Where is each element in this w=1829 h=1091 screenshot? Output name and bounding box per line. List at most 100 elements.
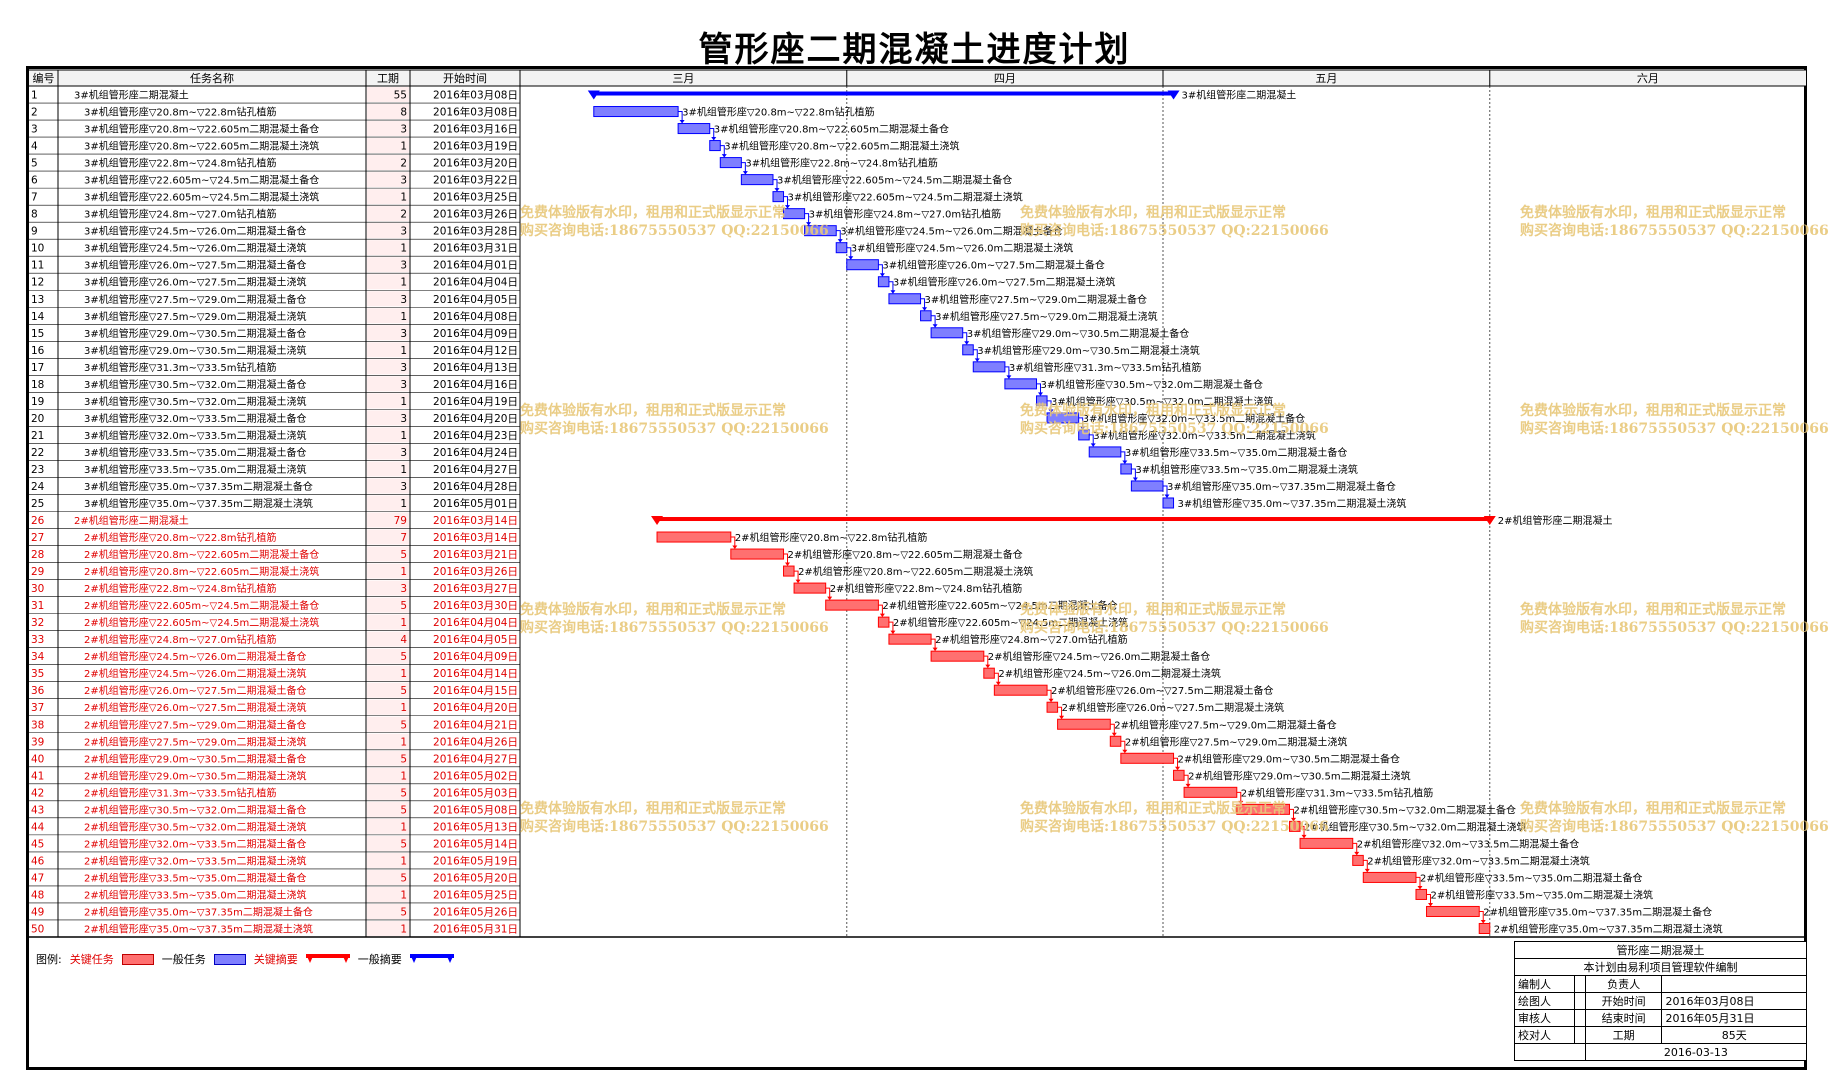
task-bar <box>1088 446 1122 458</box>
dependency-arrow <box>1036 383 1042 393</box>
task-duration: 5 <box>400 804 407 816</box>
dependency-arrow <box>973 349 978 359</box>
bar-label: 3#机组管形座▽35.0m~▽37.35m二期混凝土备仓 <box>1167 480 1396 493</box>
dependency-arrow <box>1078 417 1084 427</box>
task-duration: 1 <box>400 498 407 510</box>
task-name: 3#机组管形座▽20.8m~▽22.605m二期混凝土浇筑 <box>84 140 319 153</box>
task-duration: 3 <box>400 294 407 306</box>
watermark: 免费体验版有水印，租用和正式版显示正常 购买咨询电话:18675550537 QQ… <box>1020 205 1329 239</box>
dependency-arrow <box>709 128 715 138</box>
task-name: 3#机组管形座▽32.0m~▽33.5m二期混凝土备仓 <box>84 412 307 425</box>
task-bar <box>993 684 1048 696</box>
info-checker-value <box>1574 1026 1586 1044</box>
bar-label: 3#机组管形座▽33.5m~▽35.0m二期混凝土浇筑 <box>1135 463 1358 476</box>
bar-label: 3#机组管形座▽30.5m~▽32.0m二期混凝土备仓 <box>1041 378 1264 391</box>
task-duration: 5 <box>400 651 407 663</box>
task-duration: 1 <box>400 192 407 204</box>
dependency-arrow-head <box>974 358 980 362</box>
task-name: 3#机组管形座▽24.5m~▽26.0m二期混凝土备仓 <box>84 225 307 238</box>
task-start: 2016年04月15日 <box>433 684 518 697</box>
task-start: 2016年03月20日 <box>433 157 518 170</box>
task-bar <box>1299 837 1354 849</box>
header-start: 开始时间 <box>443 71 487 85</box>
duration-cell-bg <box>367 376 409 392</box>
dependency-arrow <box>1110 723 1115 734</box>
watermark: 免费体验版有水印，租用和正式版显示正常 购买咨询电话:18675550537 QQ… <box>520 602 829 636</box>
bar-label: 3#机组管形座二期混凝土 <box>1182 89 1297 102</box>
watermark: 免费体验版有水印，租用和正式版显示正常 购买咨询电话:18675550537 QQ… <box>1020 403 1329 437</box>
duration-cell-bg <box>367 410 409 426</box>
task-start: 2016年04月16日 <box>433 378 518 391</box>
duration-cell-bg <box>367 801 409 817</box>
task-duration: 1 <box>400 855 407 867</box>
dependency-arrow <box>678 111 683 121</box>
header-name: 任务名称 <box>190 71 234 85</box>
dependency-arrow-head <box>795 579 801 584</box>
task-bar <box>1057 718 1111 730</box>
dependency-arrow <box>1184 774 1189 785</box>
dependency-arrow-head <box>742 171 748 175</box>
dependency-arrow <box>878 264 883 274</box>
task-start: 2016年05月03日 <box>433 786 518 799</box>
task-bar <box>825 599 879 611</box>
task-bar <box>793 582 827 594</box>
info-duration-value: 85天 <box>1661 1026 1807 1044</box>
task-duration: 1 <box>400 702 407 714</box>
task-id: 1 <box>31 90 38 102</box>
task-start: 2016年03月21日 <box>433 548 518 561</box>
dependency-arrow-head <box>1038 392 1044 396</box>
task-bar <box>1183 786 1238 798</box>
task-id: 29 <box>31 566 44 578</box>
task-id: 26 <box>31 515 45 527</box>
task-id: 41 <box>31 770 44 782</box>
task-duration: 1 <box>400 243 407 255</box>
info-duration-label: 工期 <box>1584 1026 1663 1044</box>
bar-label: 3#机组管形座▽26.0m~▽27.5m二期混凝土浇筑 <box>893 276 1116 289</box>
dependency-arrow <box>772 179 778 189</box>
watermark: 免费体验版有水印，租用和正式版显示正常 购买咨询电话:18675550537 QQ… <box>1520 205 1829 239</box>
duration-cell-bg <box>367 631 409 647</box>
task-duration: 5 <box>400 872 407 884</box>
task-duration: 3 <box>400 379 407 391</box>
dependency-arrow <box>836 230 841 240</box>
dependency-arrow <box>1120 740 1126 751</box>
task-id: 16 <box>31 345 45 357</box>
task-name: 2#机组管形座二期混凝土 <box>74 514 189 527</box>
dependency-arrow-head <box>785 205 791 209</box>
task-duration: 5 <box>400 685 407 697</box>
dependency-arrow-head <box>890 290 896 294</box>
bar-label: 3#机组管形座▽31.3m~▽33.5m钻孔植筋 <box>1009 361 1202 374</box>
task-start: 2016年03月08日 <box>433 89 518 102</box>
task-duration: 3 <box>400 226 407 238</box>
duration-cell-bg <box>367 274 409 290</box>
duration-cell-bg <box>367 444 409 460</box>
bar-label: 2#机组管形座▽26.0m~▽27.5m二期混凝土备仓 <box>1051 684 1274 697</box>
task-duration: 1 <box>400 821 407 833</box>
info-drafter-label: 绘图人 <box>1513 992 1576 1010</box>
dependency-arrow-head <box>1080 426 1086 430</box>
task-id: 25 <box>31 498 44 510</box>
duration-cell-bg <box>367 580 409 596</box>
task-duration: 5 <box>400 787 407 799</box>
task-start: 2016年04月14日 <box>433 667 518 680</box>
task-duration: 5 <box>400 838 407 850</box>
dependency-arrow <box>1120 451 1126 461</box>
task-name: 2#机组管形座▽24.5m~▽26.0m二期混凝土备仓 <box>84 650 307 663</box>
duration-cell-bg <box>367 223 409 239</box>
task-bar <box>1362 871 1417 883</box>
task-start: 2016年03月14日 <box>433 531 518 544</box>
task-start: 2016年05月01日 <box>433 497 518 510</box>
task-name: 3#机组管形座▽35.0m~▽37.35m二期混凝土备仓 <box>84 480 313 493</box>
bar-label: 2#机组管形座▽22.8m~▽24.8m钻孔植筋 <box>830 582 1023 595</box>
dependency-arrow <box>888 621 894 632</box>
task-duration: 79 <box>394 515 407 527</box>
duration-cell-bg <box>367 767 409 783</box>
task-id: 43 <box>31 804 44 816</box>
bar-label: 2#机组管形座▽35.0m~▽37.35m二期混凝土浇筑 <box>1494 923 1723 936</box>
task-bar <box>772 191 785 203</box>
task-id: 49 <box>31 906 44 918</box>
info-preparer-value <box>1574 975 1586 993</box>
duration-cell-bg <box>367 206 409 222</box>
task-start: 2016年04月20日 <box>433 701 518 714</box>
task-start: 2016年04月19日 <box>433 395 518 408</box>
